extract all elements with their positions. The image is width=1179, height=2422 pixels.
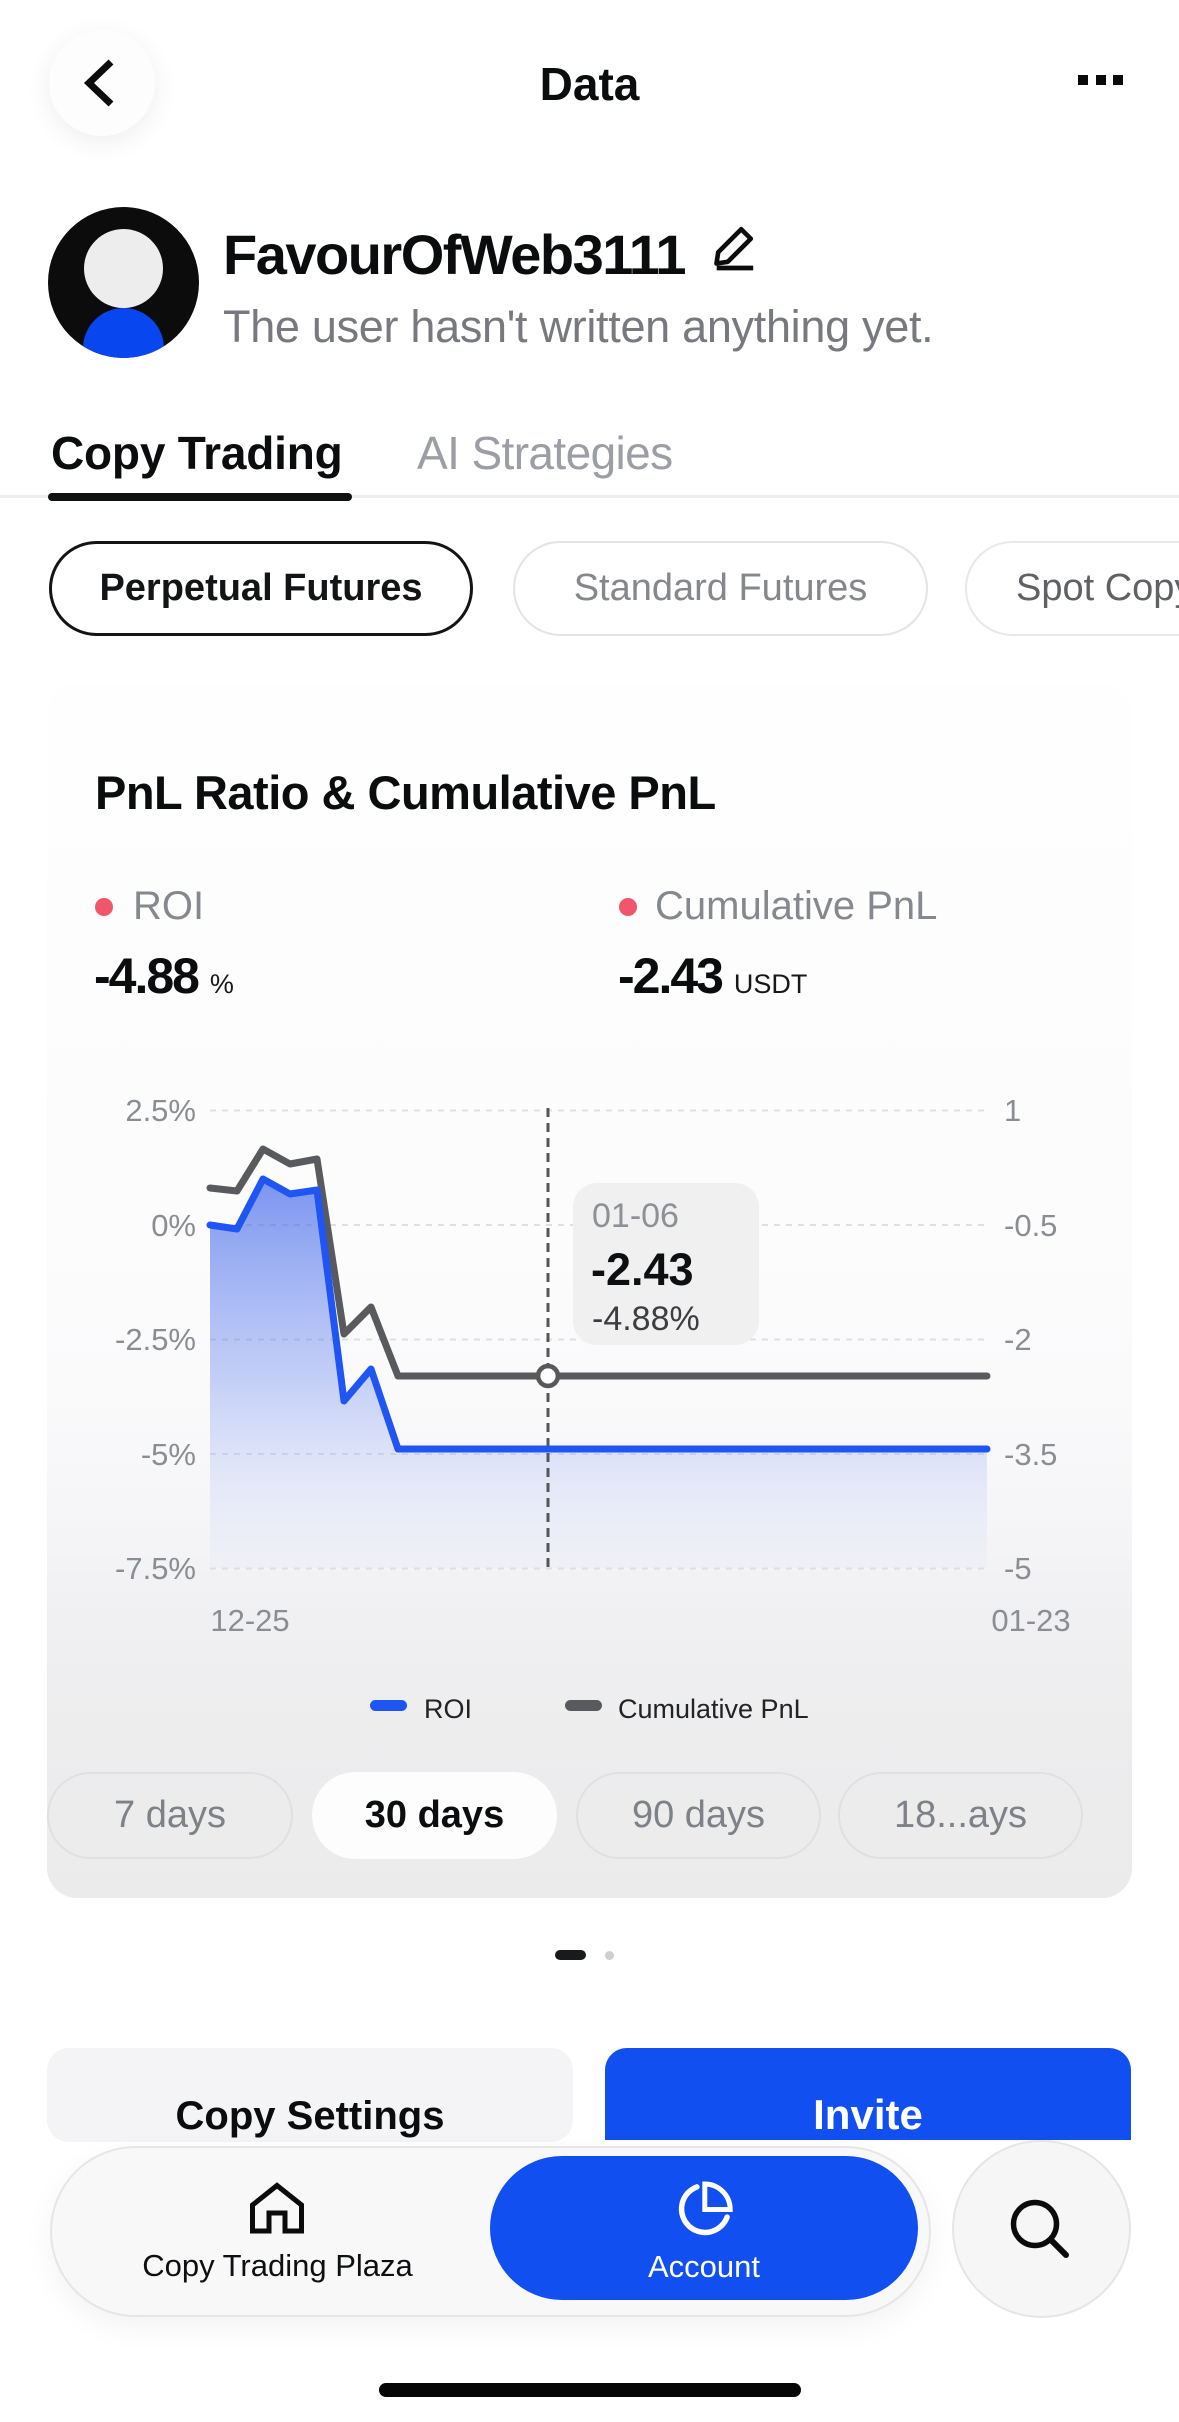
svg-text:-3.5: -3.5 (1004, 1437, 1057, 1472)
svg-text:2.5%: 2.5% (125, 1093, 196, 1128)
svg-text:-2.43: -2.43 (591, 1244, 694, 1295)
svg-text:-2.5%: -2.5% (115, 1322, 196, 1357)
svg-text:01-23: 01-23 (991, 1603, 1070, 1638)
svg-text:-4.88%: -4.88% (592, 1300, 700, 1338)
svg-text:-5%: -5% (141, 1437, 196, 1472)
svg-text:01-06: 01-06 (592, 1197, 679, 1235)
svg-text:12-25: 12-25 (210, 1603, 289, 1638)
svg-text:-5: -5 (1004, 1551, 1032, 1586)
svg-text:0%: 0% (151, 1208, 196, 1243)
svg-text:-2: -2 (1004, 1322, 1032, 1357)
svg-text:1: 1 (1004, 1093, 1021, 1128)
svg-text:-0.5: -0.5 (1004, 1208, 1057, 1243)
svg-text:-7.5%: -7.5% (115, 1551, 196, 1586)
